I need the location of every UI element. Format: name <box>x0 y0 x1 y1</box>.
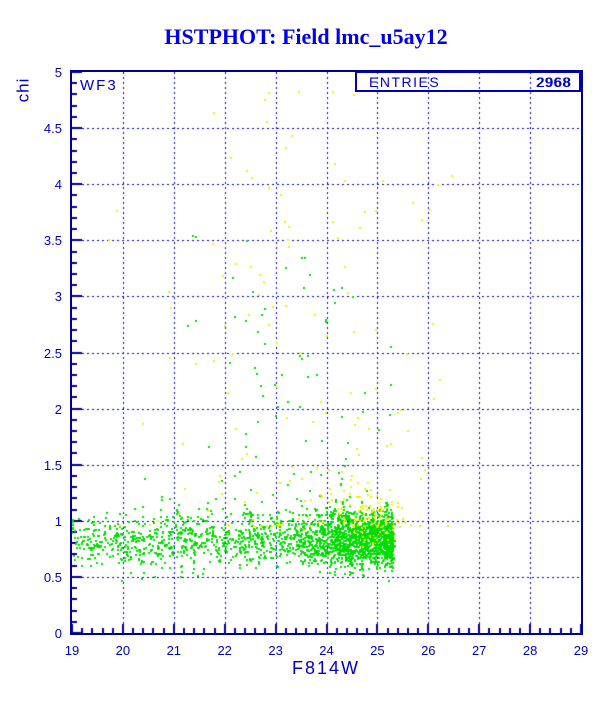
y-tick-label: 1 <box>54 513 62 529</box>
x-tick-label: 24 <box>319 643 334 658</box>
y-tick-label: 1.5 <box>43 457 62 473</box>
x-tick-label: 21 <box>166 643 182 658</box>
y-tick-label: 2.5 <box>43 345 62 361</box>
x-tick-label: 28 <box>522 643 538 658</box>
stat-box-label: ENTRIES <box>369 73 441 90</box>
y-tick-label: 3 <box>54 289 62 305</box>
x-tick-label: 20 <box>115 643 131 658</box>
x-axis-title: F814W <box>291 658 361 678</box>
y-tick-label: 2 <box>54 401 62 417</box>
x-tick-label: 27 <box>471 643 487 658</box>
y-tick-label: 0 <box>54 626 62 641</box>
x-tick-label: 23 <box>268 643 283 658</box>
y-axis-title-text: chi <box>12 77 32 103</box>
x-tick-label: 25 <box>370 643 385 658</box>
x-tick-label: 26 <box>421 643 436 658</box>
x-tick-label: 19 <box>64 643 80 658</box>
scatter-canvas <box>72 72 581 633</box>
x-tick-label: 22 <box>217 643 232 658</box>
y-tick-label: 0.5 <box>43 569 62 585</box>
y-tick-label: 3.5 <box>43 233 62 249</box>
plot-frame <box>70 70 583 635</box>
plot-title: HSTPHOT: Field lmc_u5ay12 <box>164 24 448 49</box>
stat-box-value: 2968 <box>535 73 571 90</box>
detector-label: WF3 <box>80 77 118 94</box>
y-tick-label: 5 <box>54 65 62 80</box>
y-tick-label: 4 <box>54 177 62 193</box>
y-tick-label: 4.5 <box>43 121 62 137</box>
x-tick-label: 29 <box>573 643 589 658</box>
stat-box: ENTRIES 2968 <box>355 71 581 92</box>
